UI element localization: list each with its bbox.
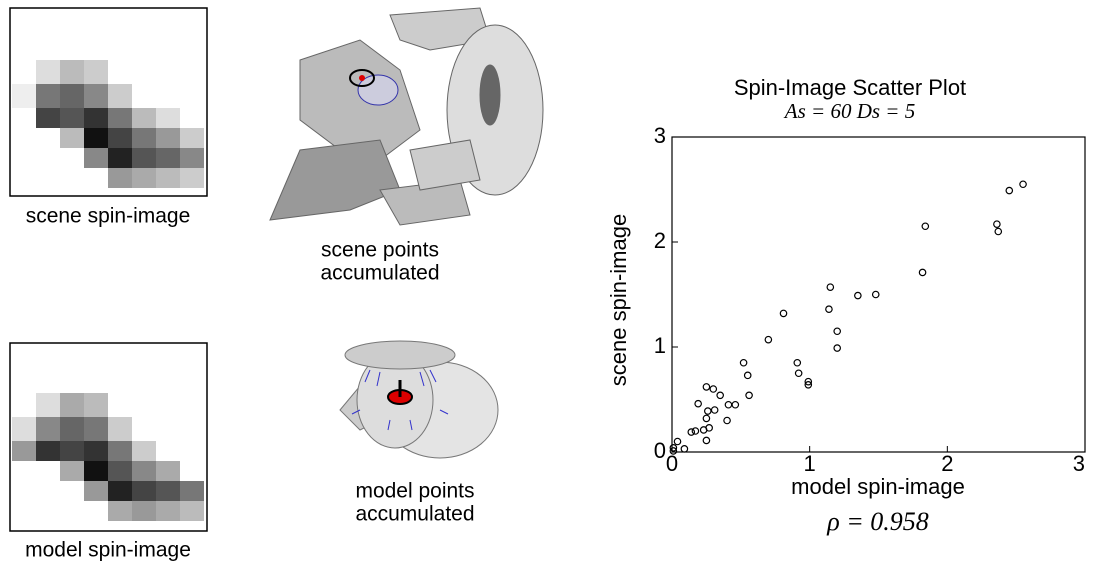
page: {"panels": {"scene_spin_caption": "scene…: [0, 0, 1105, 563]
point: [855, 292, 861, 298]
chart-title: Spin-Image Scatter Plot: [734, 75, 966, 100]
point: [705, 408, 711, 414]
point: [717, 392, 723, 398]
point: [765, 336, 771, 342]
point: [681, 446, 687, 452]
scene-spin-image: [10, 8, 207, 196]
model-render: [340, 341, 498, 458]
point: [745, 372, 751, 378]
y-tick-label: 1: [654, 333, 666, 358]
x-tick-label: 2: [941, 451, 953, 476]
point: [1006, 187, 1012, 193]
point: [703, 415, 709, 421]
point: [703, 384, 709, 390]
point: [794, 360, 800, 366]
point: [919, 269, 925, 275]
y-tick-label: 0: [654, 438, 666, 463]
model-spin-image: [10, 343, 207, 531]
x-tick-label: 1: [804, 451, 816, 476]
point: [703, 437, 709, 443]
point: [873, 291, 879, 297]
annotation: ρ = 0.958: [826, 507, 929, 536]
point: [706, 425, 712, 431]
point: [732, 402, 738, 408]
point: [795, 370, 801, 376]
y-axis-label: scene spin-image: [606, 214, 631, 386]
point: [740, 360, 746, 366]
figure: scene spin-image model spin-image scene …: [0, 0, 1105, 563]
point: [995, 228, 1001, 234]
caption: accumulated: [320, 262, 439, 285]
point: [994, 221, 1000, 227]
point: [695, 401, 701, 407]
point: [711, 407, 717, 413]
point: [922, 223, 928, 229]
point: [1020, 181, 1026, 187]
x-axis-label: model spin-image: [791, 474, 965, 499]
x-tick-label: 3: [1073, 451, 1085, 476]
point: [692, 428, 698, 434]
point: [834, 345, 840, 351]
y-tick-label: 3: [654, 123, 666, 148]
chart-subtitle: As = 60 Ds = 5: [783, 99, 915, 123]
caption: scene spin-image: [26, 205, 191, 228]
point: [710, 386, 716, 392]
caption: model spin-image: [25, 539, 191, 562]
caption: model points: [355, 480, 474, 503]
point: [834, 328, 840, 334]
x-tick-label: 0: [666, 451, 678, 476]
point: [827, 284, 833, 290]
caption: accumulated: [355, 503, 474, 526]
scene-render: [270, 8, 543, 225]
point: [826, 306, 832, 312]
y-tick-label: 2: [654, 228, 666, 253]
point: [725, 402, 731, 408]
caption: scene points: [321, 239, 439, 262]
point: [724, 417, 730, 423]
point: [780, 310, 786, 316]
point: [746, 392, 752, 398]
point: [674, 438, 680, 444]
